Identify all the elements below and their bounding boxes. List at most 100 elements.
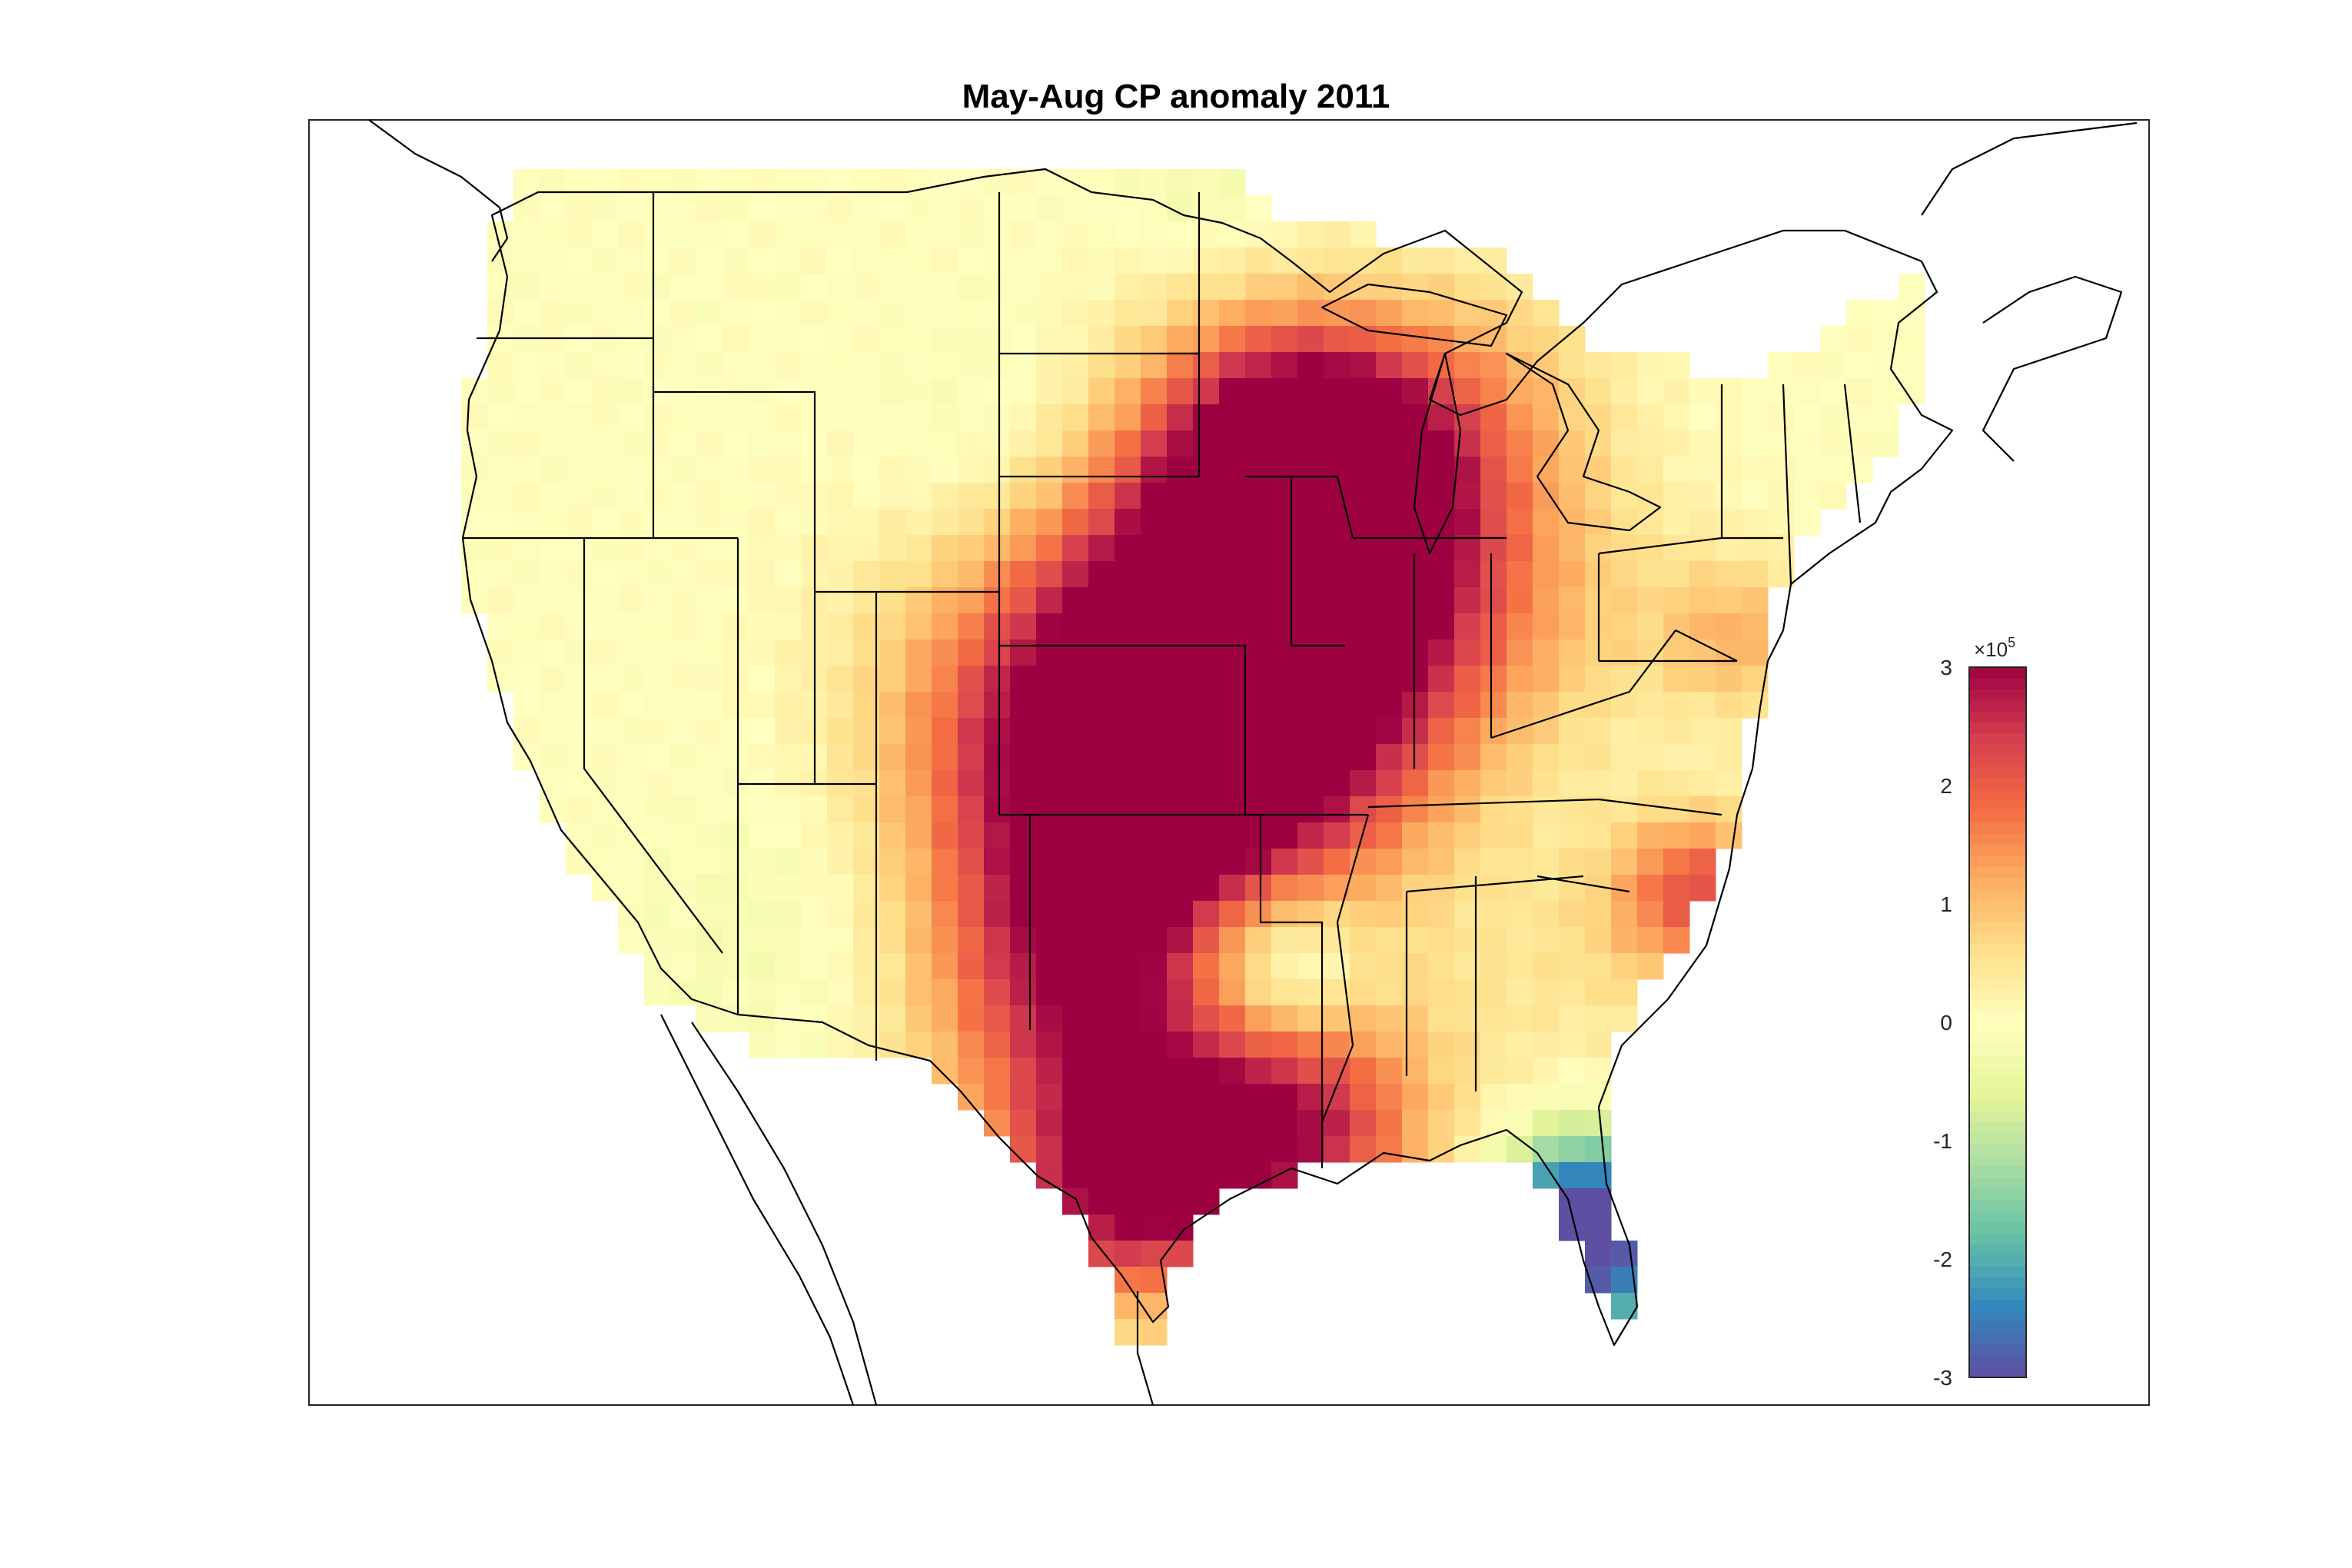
anomaly-cell	[1663, 692, 1690, 719]
anomaly-cell	[1088, 300, 1115, 327]
anomaly-cell	[696, 457, 723, 483]
anomaly-cell	[853, 613, 880, 640]
anomaly-cell	[1010, 875, 1037, 902]
anomaly-cell	[670, 404, 697, 431]
anomaly-cell	[1115, 639, 1141, 666]
anomaly-cell	[853, 221, 880, 248]
anomaly-cell	[775, 744, 802, 771]
anomaly-cell	[1141, 1293, 1168, 1320]
anomaly-cell	[932, 535, 958, 562]
anomaly-cell	[618, 169, 645, 196]
anomaly-cell	[1611, 613, 1638, 640]
anomaly-cell	[749, 247, 776, 274]
anomaly-cell	[1611, 875, 1638, 902]
anomaly-cell	[1297, 979, 1324, 1006]
anomaly-cell	[984, 561, 1011, 588]
anomaly-cell	[879, 901, 906, 928]
anomaly-cell	[1585, 849, 1612, 875]
anomaly-cell	[592, 849, 619, 875]
anomaly-cell	[932, 875, 958, 902]
anomaly-cell	[775, 666, 802, 693]
anomaly-cell	[1193, 1084, 1220, 1111]
anomaly-cell	[644, 457, 671, 483]
anomaly-cell	[1637, 430, 1664, 457]
anomaly-cell	[1193, 352, 1220, 379]
anomaly-cell	[1637, 378, 1664, 405]
anomaly-cell	[1350, 927, 1377, 954]
anomaly-cell	[827, 796, 854, 823]
anomaly-cell	[696, 430, 723, 457]
colorbar-segment	[1969, 1299, 2026, 1311]
anomaly-cell	[932, 430, 958, 457]
anomaly-cell	[1167, 744, 1194, 771]
anomaly-cell	[958, 561, 985, 588]
anomaly-cell	[1115, 927, 1141, 954]
anomaly-cell	[1533, 300, 1560, 327]
anomaly-cell	[513, 352, 540, 379]
anomaly-cell	[618, 718, 645, 745]
anomaly-cell	[1088, 352, 1115, 379]
anomaly-cell	[775, 169, 802, 196]
anomaly-cell	[1167, 613, 1194, 640]
colorbar-segment	[1969, 1255, 2026, 1267]
anomaly-cell	[879, 718, 906, 745]
anomaly-cell	[696, 326, 723, 353]
anomaly-cell	[1402, 770, 1429, 797]
anomaly-cell	[723, 430, 749, 457]
anomaly-cell	[958, 221, 985, 248]
anomaly-cell	[723, 953, 749, 980]
anomaly-cell	[618, 535, 645, 562]
anomaly-cell	[723, 326, 749, 353]
anomaly-cell	[1846, 404, 1873, 431]
anomaly-cell	[644, 901, 671, 928]
anomaly-cell	[723, 927, 749, 954]
anomaly-cell	[1167, 378, 1194, 405]
anomaly-cell	[1637, 613, 1664, 640]
anomaly-cell	[1245, 457, 1272, 483]
anomaly-cell	[618, 639, 645, 666]
anomaly-cell	[1559, 1136, 1586, 1163]
anomaly-cell	[540, 404, 566, 431]
anomaly-cell	[1611, 744, 1638, 771]
anomaly-cell	[1088, 822, 1115, 849]
anomaly-cell	[1689, 378, 1716, 405]
anomaly-cell	[1036, 875, 1063, 902]
anomaly-cell	[1088, 639, 1115, 666]
anomaly-cell	[1297, 587, 1324, 614]
anomaly-cell	[1324, 639, 1350, 666]
anomaly-cell	[1167, 901, 1194, 928]
anomaly-cell	[1036, 1162, 1063, 1189]
anomaly-cell	[1088, 274, 1115, 301]
anomaly-cell	[513, 221, 540, 248]
anomaly-cell	[749, 1031, 776, 1058]
anomaly-cell	[644, 953, 671, 980]
anomaly-cell	[1637, 483, 1664, 510]
anomaly-cell	[905, 457, 932, 483]
anomaly-cell	[540, 378, 566, 405]
anomaly-cell	[1245, 718, 1272, 745]
anomaly-cell	[1088, 875, 1115, 902]
anomaly-cell	[1271, 326, 1298, 353]
anomaly-cell	[1350, 639, 1377, 666]
anomaly-cell	[1245, 666, 1272, 693]
anomaly-cell	[775, 195, 802, 222]
anomaly-cell	[1585, 1058, 1612, 1085]
anomaly-cell	[879, 300, 906, 327]
anomaly-cell	[827, 613, 854, 640]
anomaly-cell	[513, 692, 540, 719]
anomaly-cell	[749, 666, 776, 693]
anomaly-cell	[905, 300, 932, 327]
anomaly-cell	[827, 404, 854, 431]
anomaly-cell	[1350, 796, 1377, 823]
anomaly-cell	[1663, 666, 1690, 693]
anomaly-cell	[1768, 483, 1795, 510]
anomaly-cell	[749, 901, 776, 928]
anomaly-cell	[1193, 300, 1220, 327]
anomaly-cell	[1219, 326, 1246, 353]
anomaly-cell	[1559, 587, 1586, 614]
anomaly-cell	[1062, 901, 1089, 928]
colorbar-segment	[1969, 723, 2026, 735]
anomaly-cell	[853, 718, 880, 745]
anomaly-cell	[1585, 979, 1612, 1006]
anomaly-cell	[801, 849, 828, 875]
